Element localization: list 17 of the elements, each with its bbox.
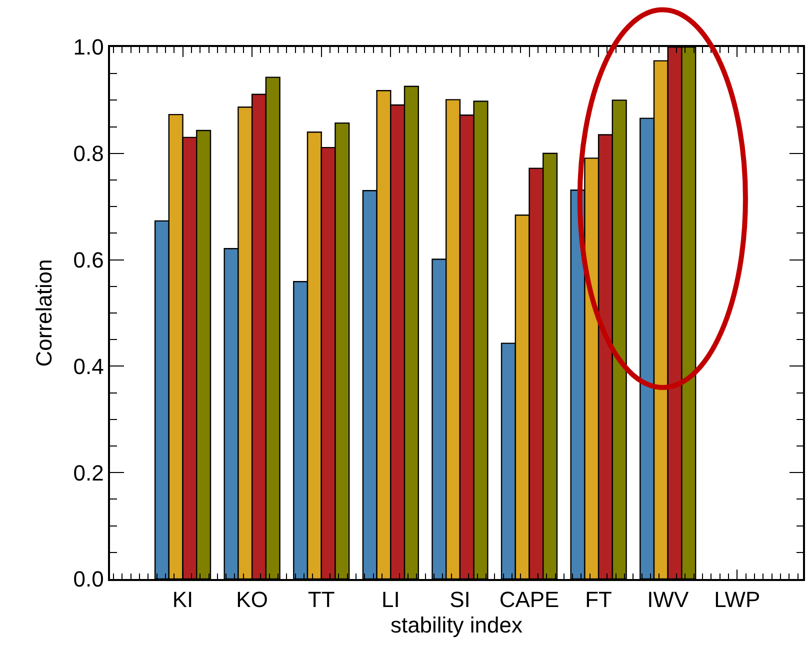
x-tick-label: LI [381,587,400,612]
x-tick-label: KO [236,587,268,612]
y-tick-label: 0.4 [73,354,104,379]
y-tick-label: 0.6 [73,248,104,272]
y-axis-title: Correlation [32,259,57,367]
x-axis-title: stability index [390,612,523,638]
y-tick-label: 0.2 [73,460,104,486]
x-tick-label: KI [172,587,194,612]
y-tick-label: 0.0 [73,566,104,592]
y-tick-label: 0.8 [73,141,104,166]
x-tick-label: SI [450,587,470,612]
x-tick-label: LWP [714,587,760,612]
y-tick-label: 1.0 [73,34,104,60]
x-tick-label: IWV [647,587,689,612]
x-tick-label: FT [585,587,612,612]
x-tick-label: CAPE [499,587,560,612]
x-tick-label: TT [308,587,335,612]
